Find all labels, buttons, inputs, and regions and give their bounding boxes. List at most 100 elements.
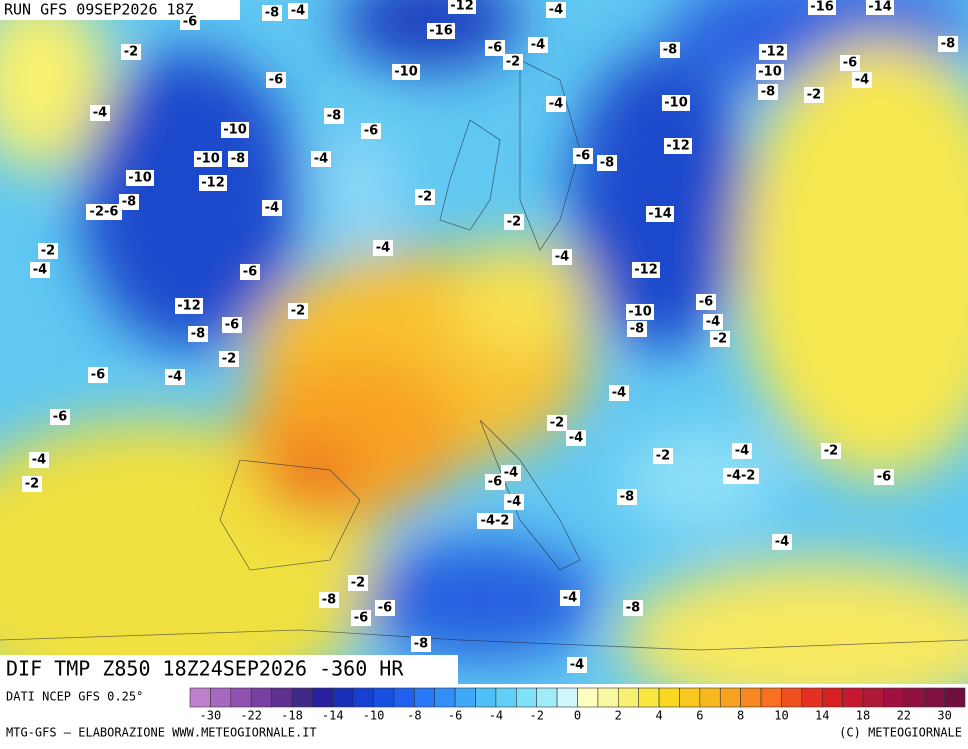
title-box [0,655,458,684]
colorbar-label: 8 [737,709,744,723]
contour-label: -4 [549,97,563,112]
contour-label-box [240,264,260,280]
contour-label: -6 [183,15,197,30]
contour-label-box [266,72,286,88]
colorbar-swatch [516,687,538,708]
contour-label: -4 [504,466,518,481]
contour-label-box [566,430,586,446]
contour-label: -10 [628,305,652,320]
contour-label-box [86,204,122,220]
colorbar-swatch [495,687,517,708]
contour-label-box [29,452,49,468]
contour-label-box [503,54,523,70]
contour-label-box [874,469,894,485]
colorbar-label: -22 [240,709,262,723]
contour-label-box [772,534,792,550]
contour-label: -8 [630,322,644,337]
colorbar-label: -8 [407,709,421,723]
contour-label: -8 [626,601,640,616]
contour-label-box [653,448,673,464]
contour-label-box [703,314,723,330]
contour-label-box [121,44,141,60]
contour-label-box [710,331,730,347]
colorbar-swatch [679,687,701,708]
contour-label-box [485,474,505,490]
contour-label-box [288,303,308,319]
contour-label: -10 [394,65,418,80]
contour-label: -6 [378,601,392,616]
contour-label: -2 [807,88,821,103]
contour-label-box [175,298,203,314]
contour-label-box [219,351,239,367]
colorbar-label: -14 [322,709,344,723]
colorbar-swatch [577,687,599,708]
contour-label-box [361,123,381,139]
contour-label: -6 [576,149,590,164]
contour-label: -2 [550,416,564,431]
contour-label: -4 [291,4,305,19]
contour-label-box [504,494,524,510]
contour-label: -4 [735,444,749,459]
contour-label-box [392,64,420,80]
contour-label-box [573,148,593,164]
contour-label: -4 [265,201,279,216]
contour-label: -14 [648,207,672,222]
contour-label-box [804,87,824,103]
contour-label: -14 [868,0,892,15]
contour-label: -8 [663,43,677,58]
source-label: DATI NCEP GFS 0.25° [6,690,143,704]
contour-label: -10 [223,123,247,138]
contour-label-box [119,194,139,210]
contour-label-box [319,592,339,608]
colorbar-swatch [740,687,762,708]
contour-label: -10 [758,65,782,80]
contour-label: -4 [555,250,569,265]
colorbar-swatch [332,687,354,708]
colorbar-label: 30 [937,709,951,723]
contour-label: -12 [666,139,690,154]
contour-label-box [617,489,637,505]
contour-label: -10 [664,96,688,111]
contour-label: -6 [699,295,713,310]
contour-label: -4 [168,370,182,385]
contour-label-box [165,369,185,385]
contour-label-box [22,476,42,492]
colorbar-label: 0 [574,709,581,723]
contour-label: -2 [291,304,305,319]
colorbar-label: -2 [529,709,543,723]
contour-label: -2 [25,477,39,492]
contour-label-box [411,636,431,652]
contour-label: -6 [354,611,368,626]
contour-label-box [646,206,674,222]
contour-label-box [288,3,308,19]
contour-label-box [840,55,860,71]
contour-label-box [756,64,784,80]
contour-label-box [732,443,752,459]
colorbar-label: -4 [489,709,503,723]
contour-label: -4 [93,106,107,121]
colorbar-swatch [862,687,884,708]
contour-label-box [311,151,331,167]
colorbar-swatch [760,687,782,708]
colorbar-swatch [556,687,578,708]
contour-label-box [723,468,759,484]
colorbar-swatch [271,687,293,708]
contour-label: -2 [351,576,365,591]
colorbar-swatch [781,687,803,708]
contour-label: -16 [429,24,453,39]
contour-label-box [373,240,393,256]
contour-label: -2 [124,45,138,60]
colorbar-swatch [312,687,334,708]
contour-label-box [660,42,680,58]
colorbar-swatch [638,687,660,708]
contour-label: -6 [488,475,502,490]
run-label: RUN GFS 09SEP2026 18Z [4,1,194,19]
contour-label-box [194,151,222,167]
contour-label: -4 [32,453,46,468]
contour-label: -6 [91,368,105,383]
contour-label: -4 [33,263,47,278]
contour-label-box [852,72,872,88]
contour-label-box [477,513,513,529]
colorbar-swatch [434,687,456,708]
